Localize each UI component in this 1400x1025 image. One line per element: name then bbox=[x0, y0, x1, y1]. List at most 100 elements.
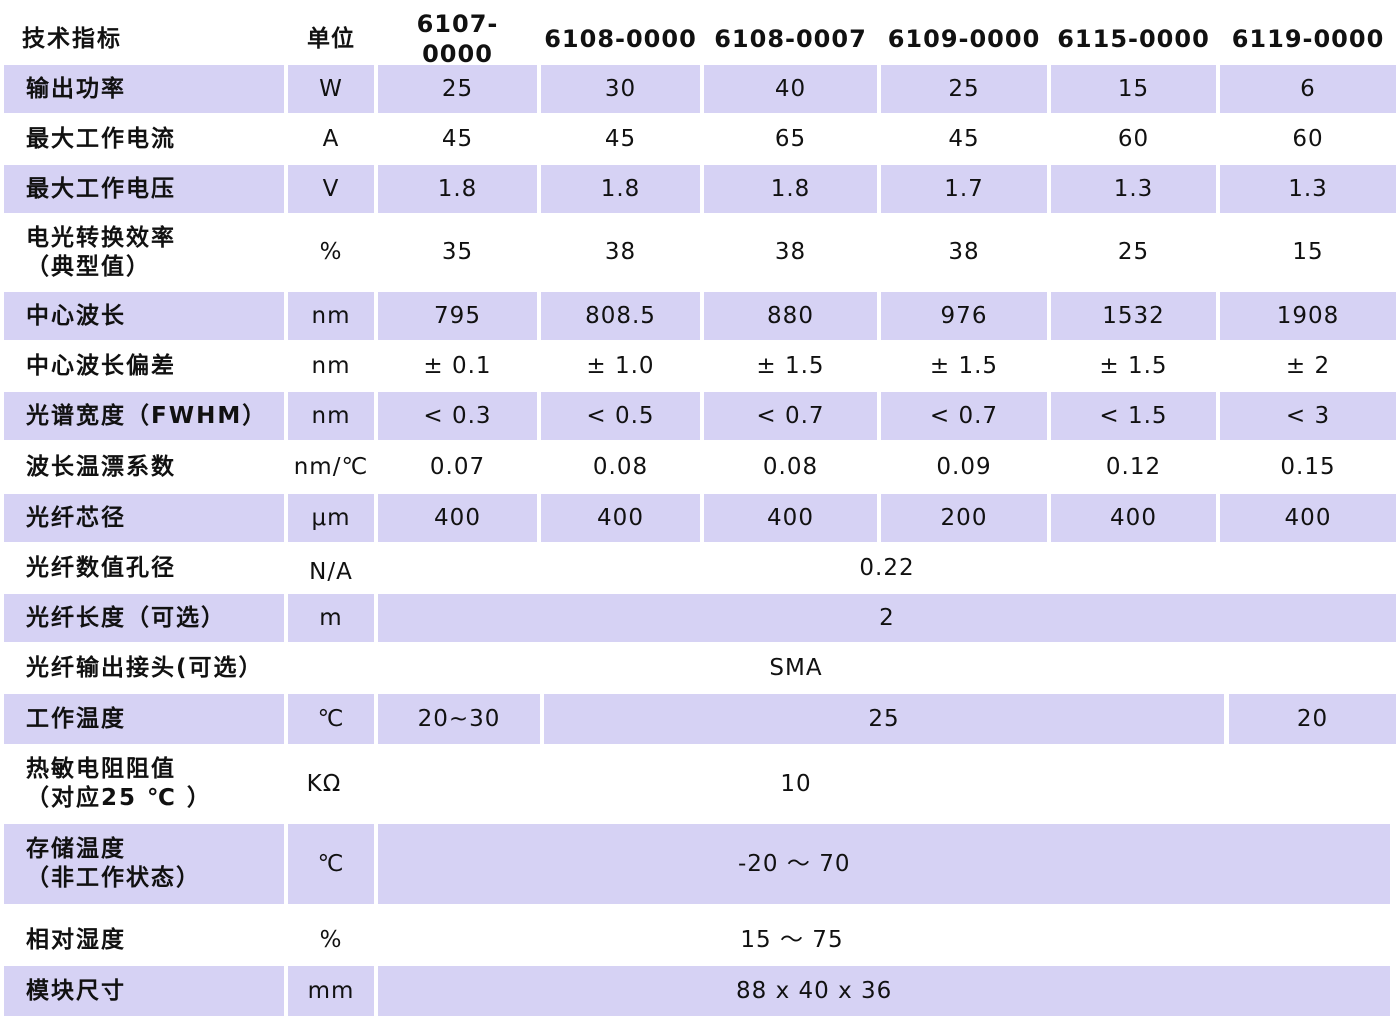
row-label: 模块尺寸 bbox=[4, 966, 284, 1016]
table-row: 光谱宽度（FWHM） nm < 0.3 < 0.5 < 0.7 < 0.7 < … bbox=[0, 392, 1400, 440]
row-label: 最大工作电流 bbox=[26, 125, 176, 152]
row-unit: ℃ bbox=[288, 694, 374, 744]
row-value-merged: 10 bbox=[780, 770, 812, 797]
table-row: 最大工作电压 V 1.8 1.8 1.8 1.7 1.3 1.3 bbox=[0, 165, 1400, 213]
table-header: 技术指标 单位 6107- 0000 6108-0000 6108-0007 6… bbox=[0, 10, 1400, 68]
row-value: 15 bbox=[1292, 239, 1324, 266]
row-label: 最大工作电压 bbox=[4, 165, 284, 213]
row-value-merged: 88 x 40 x 36 bbox=[378, 966, 1390, 1016]
table-row: 光纤输出接头(可选） SMA bbox=[0, 644, 1400, 692]
table-row: 工作温度 ℃ 20~30 25 20 bbox=[0, 694, 1400, 744]
row-value: 60 bbox=[1117, 125, 1150, 152]
row-label: 电光转换效率 （典型值） bbox=[26, 224, 176, 280]
row-value-merged: 0.22 bbox=[859, 554, 915, 581]
table-row: 波长温漂系数 nm/℃ 0.07 0.08 0.08 0.09 0.12 0.1… bbox=[0, 442, 1400, 492]
row-value: 1532 bbox=[1051, 292, 1216, 340]
row-unit: A bbox=[322, 125, 340, 152]
row-value: 1.8 bbox=[704, 165, 877, 213]
row-unit: % bbox=[319, 239, 343, 266]
header-param: 技术指标 bbox=[22, 25, 122, 52]
row-value: ± 1.5 bbox=[929, 352, 999, 379]
row-value: ± 1.5 bbox=[1099, 352, 1168, 379]
row-label: 相对湿度 bbox=[26, 926, 126, 953]
row-value: 795 bbox=[378, 292, 537, 340]
row-unit: nm bbox=[311, 352, 351, 379]
row-value: 15 bbox=[1051, 65, 1216, 113]
row-value: < 0.3 bbox=[378, 392, 537, 440]
table-row: 模块尺寸 mm 88 x 40 x 36 bbox=[0, 966, 1400, 1016]
row-value: 45 bbox=[948, 125, 980, 152]
row-value-merged: -20 ～ 70 bbox=[378, 824, 1390, 904]
row-label: 工作温度 bbox=[4, 694, 284, 744]
row-value: 0.08 bbox=[592, 453, 649, 480]
row-value: 1.3 bbox=[1051, 165, 1216, 213]
row-value: 400 bbox=[378, 494, 537, 542]
row-value: 20~30 bbox=[378, 694, 540, 744]
table-row: 光纤长度（可选） m 2 bbox=[0, 594, 1400, 642]
table-row: 中心波长 nm 795 808.5 880 976 1532 1908 bbox=[0, 292, 1400, 340]
row-unit: nm bbox=[288, 292, 374, 340]
row-value: < 1.5 bbox=[1051, 392, 1216, 440]
table-row: 输出功率 W 25 30 40 25 15 6 bbox=[0, 65, 1400, 113]
row-value: ± 0.1 bbox=[423, 352, 492, 379]
row-value-merged: SMA bbox=[769, 654, 823, 681]
row-value: 60 bbox=[1292, 125, 1324, 152]
table-row: 最大工作电流 A 45 45 65 45 60 60 bbox=[0, 115, 1400, 163]
row-unit: m bbox=[288, 594, 374, 642]
row-label: 中心波长偏差 bbox=[26, 352, 176, 379]
row-label: 波长温漂系数 bbox=[26, 453, 176, 480]
row-value: 45 bbox=[604, 125, 637, 152]
row-value: ± 2 bbox=[1285, 352, 1331, 379]
row-unit: nm/℃ bbox=[293, 453, 369, 480]
row-value: 35 bbox=[441, 239, 474, 266]
row-value: 1.8 bbox=[541, 165, 700, 213]
row-value: 400 bbox=[1220, 494, 1396, 542]
row-value: 25 bbox=[881, 65, 1047, 113]
row-value: 880 bbox=[704, 292, 877, 340]
row-label: 中心波长 bbox=[4, 292, 284, 340]
row-value: ± 1.0 bbox=[586, 352, 655, 379]
row-label: 光纤长度（可选） bbox=[4, 594, 284, 642]
row-value: 0.08 bbox=[762, 453, 819, 480]
row-label: 光纤芯径 bbox=[4, 494, 284, 542]
row-value: 30 bbox=[541, 65, 700, 113]
row-value: 0.15 bbox=[1280, 453, 1336, 480]
table-row: 电光转换效率 （典型值） % 35 38 38 38 25 15 bbox=[0, 215, 1400, 290]
row-value: 45 bbox=[441, 125, 474, 152]
header-model: 6108-0007 bbox=[714, 25, 867, 53]
header-model: 6119-0000 bbox=[1231, 25, 1385, 53]
row-unit: % bbox=[319, 926, 343, 953]
row-value: 0.07 bbox=[429, 453, 486, 480]
row-value-merged: 2 bbox=[378, 594, 1396, 642]
table-row: 光纤芯径 μm 400 400 400 200 400 400 bbox=[0, 494, 1400, 542]
row-value: 0.09 bbox=[936, 453, 992, 480]
row-value: 38 bbox=[948, 239, 980, 266]
row-value: 25 bbox=[378, 65, 537, 113]
row-value: < 0.7 bbox=[881, 392, 1047, 440]
row-label: 光谱宽度（FWHM） bbox=[4, 392, 284, 440]
row-value: 400 bbox=[541, 494, 700, 542]
row-unit: mm bbox=[288, 966, 374, 1016]
row-unit: N/A bbox=[309, 558, 353, 585]
row-value: 808.5 bbox=[541, 292, 700, 340]
row-value: 976 bbox=[881, 292, 1047, 340]
row-value: 40 bbox=[704, 65, 877, 113]
row-label: 输出功率 bbox=[4, 65, 284, 113]
row-unit: μm bbox=[288, 494, 374, 542]
row-value: 65 bbox=[774, 125, 807, 152]
row-value: 20 bbox=[1229, 694, 1396, 744]
row-value: 1.3 bbox=[1220, 165, 1396, 213]
row-value: < 3 bbox=[1220, 392, 1396, 440]
row-value: 400 bbox=[704, 494, 877, 542]
row-value: 0.12 bbox=[1105, 453, 1162, 480]
row-label: 热敏电阻阻值 （对应25 ℃ ） bbox=[26, 756, 212, 811]
row-value-merged: 15 ～ 75 bbox=[740, 926, 844, 953]
row-value: 6 bbox=[1220, 65, 1396, 113]
header-model: 6115-0000 bbox=[1057, 25, 1210, 53]
row-label: 存储温度 （非工作状态） bbox=[4, 824, 284, 904]
row-value: ± 1.5 bbox=[756, 352, 825, 379]
row-value: 38 bbox=[774, 239, 807, 266]
header-model: 6108-0000 bbox=[544, 25, 697, 53]
row-unit: W bbox=[288, 65, 374, 113]
